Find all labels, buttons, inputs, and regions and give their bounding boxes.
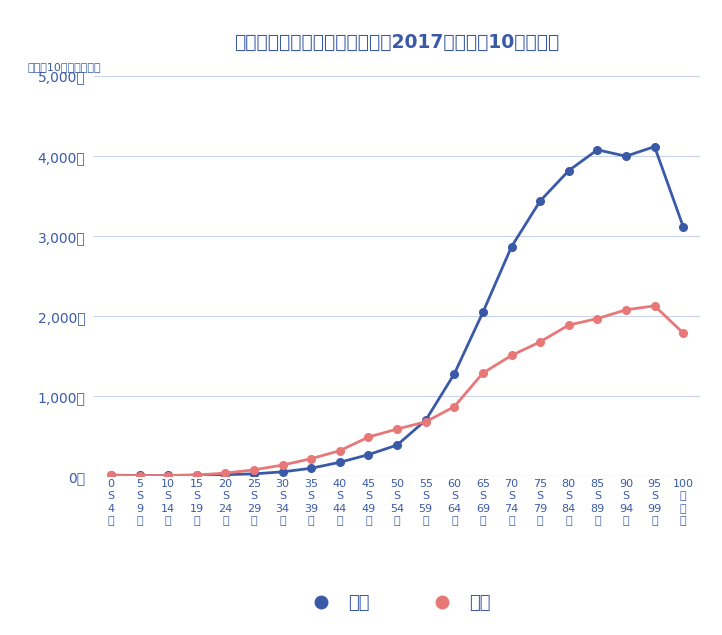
Text: （人口10万人あたり）: （人口10万人あたり） <box>27 62 101 72</box>
Title: 年齢階級・性別のがん罹患率・2017年（人口10万人対）: 年齢階級・性別のがん罹患率・2017年（人口10万人対） <box>235 34 560 53</box>
Legend: 男性, 女性: 男性, 女性 <box>296 587 498 619</box>
